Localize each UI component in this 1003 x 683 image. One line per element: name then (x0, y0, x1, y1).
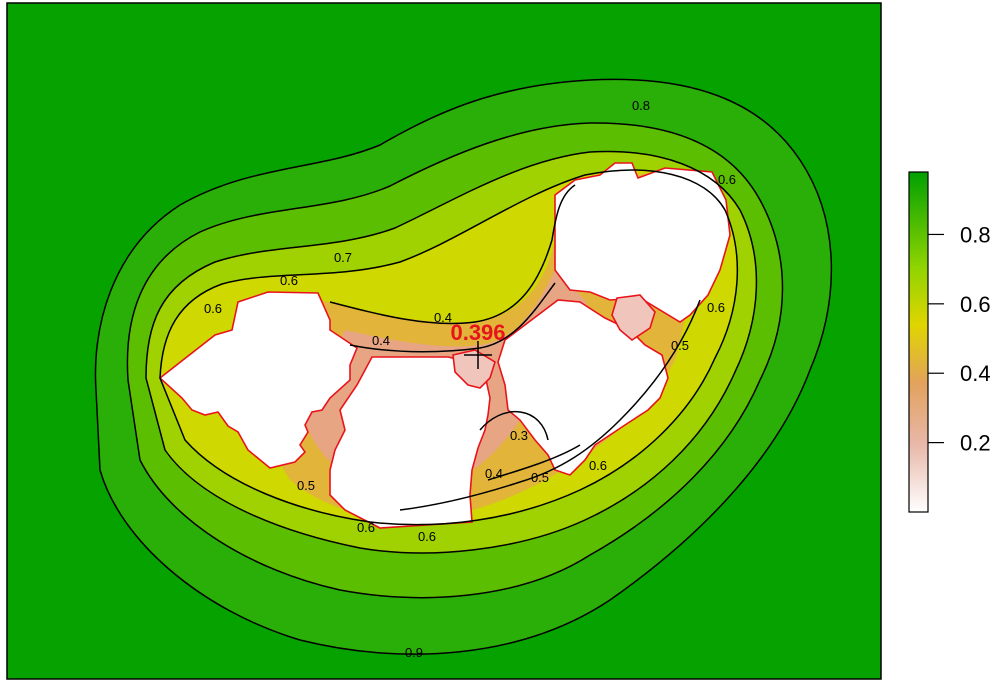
contour-label-layer: 0.80.70.60.60.60.60.60.60.60.50.50.50.40… (204, 98, 736, 660)
contour-label-text: 0.4 (434, 310, 452, 325)
contour-label: 0.6 (589, 458, 607, 473)
contour-label: 0.8 (632, 98, 650, 113)
colorbar-tick-label: 0.2 (960, 431, 991, 456)
contour-0.4-b (487, 444, 581, 481)
highlight-value: 0.396 (450, 320, 505, 345)
contour-0.6 (159, 169, 739, 526)
contour-label: 0.7 (334, 250, 352, 265)
contour-label-text: 0.6 (589, 458, 607, 473)
contour-label-text: 0.6 (204, 301, 222, 316)
contour-label: 0.6 (707, 300, 725, 315)
contour-label: 0.5 (297, 478, 315, 493)
contour-label: 0.6 (357, 520, 375, 535)
contour-label: 0.9 (405, 645, 423, 660)
contour-label-text: 0.4 (372, 333, 390, 348)
contour-0.9 (94, 78, 833, 655)
contour-label: 0.4 (372, 333, 390, 348)
contour-0.5-b (399, 299, 701, 511)
contour-label-text: 0.6 (280, 273, 298, 288)
contour-label: 0.6 (280, 273, 298, 288)
contour-label-text: 0.6 (357, 520, 375, 535)
contour-label-text: 0.5 (671, 338, 689, 353)
colorbar: 0.2 0.4 0.6 0.8 (908, 171, 991, 513)
contour-label: 0.6 (718, 172, 736, 187)
island-left (158, 291, 358, 469)
contour-label-text: 0.7 (334, 250, 352, 265)
island-right-upper (554, 162, 731, 323)
contour-label-text: 0.6 (718, 172, 736, 187)
contour-label: 0.4 (434, 310, 452, 325)
contour-0.8 (126, 122, 784, 599)
colorbar-ticks: 0.2 0.4 0.6 0.8 (928, 222, 991, 456)
contour-0.7 (145, 150, 758, 554)
contour-label: 0.5 (531, 470, 549, 485)
contour-0.4-a (349, 282, 556, 353)
contour-label-text: 0.8 (632, 98, 650, 113)
plot-frame (6, 2, 882, 680)
contour-label: 0.5 (671, 338, 689, 353)
contour-0.3 (479, 410, 549, 441)
contour-label: 0.6 (204, 301, 222, 316)
contour-label-text: 0.5 (297, 478, 315, 493)
plot-area: 0.80.70.60.60.60.60.60.60.60.50.50.50.40… (7, 3, 881, 679)
contour-label: 0.3 (510, 428, 528, 443)
contour-label-text: 0.3 (510, 428, 528, 443)
contour-label-text: 0.6 (707, 300, 725, 315)
contour-label: 0.6 (418, 529, 436, 544)
contour-label: 0.4 (485, 466, 503, 481)
contour-lines (94, 78, 833, 655)
colorbar-tick-label: 0.8 (960, 222, 991, 247)
contour-label-text: 0.9 (405, 645, 423, 660)
contour-label-text: 0.6 (418, 529, 436, 544)
colorbar-tick-label: 0.4 (960, 361, 991, 386)
colorbar-gradient (908, 171, 929, 513)
contour-0.5-a (329, 184, 576, 325)
colorbar-tick-label: 0.6 (960, 292, 991, 317)
contour-label-text: 0.4 (485, 466, 503, 481)
contour-label-text: 0.5 (531, 470, 549, 485)
island-bridge-2 (611, 294, 656, 341)
